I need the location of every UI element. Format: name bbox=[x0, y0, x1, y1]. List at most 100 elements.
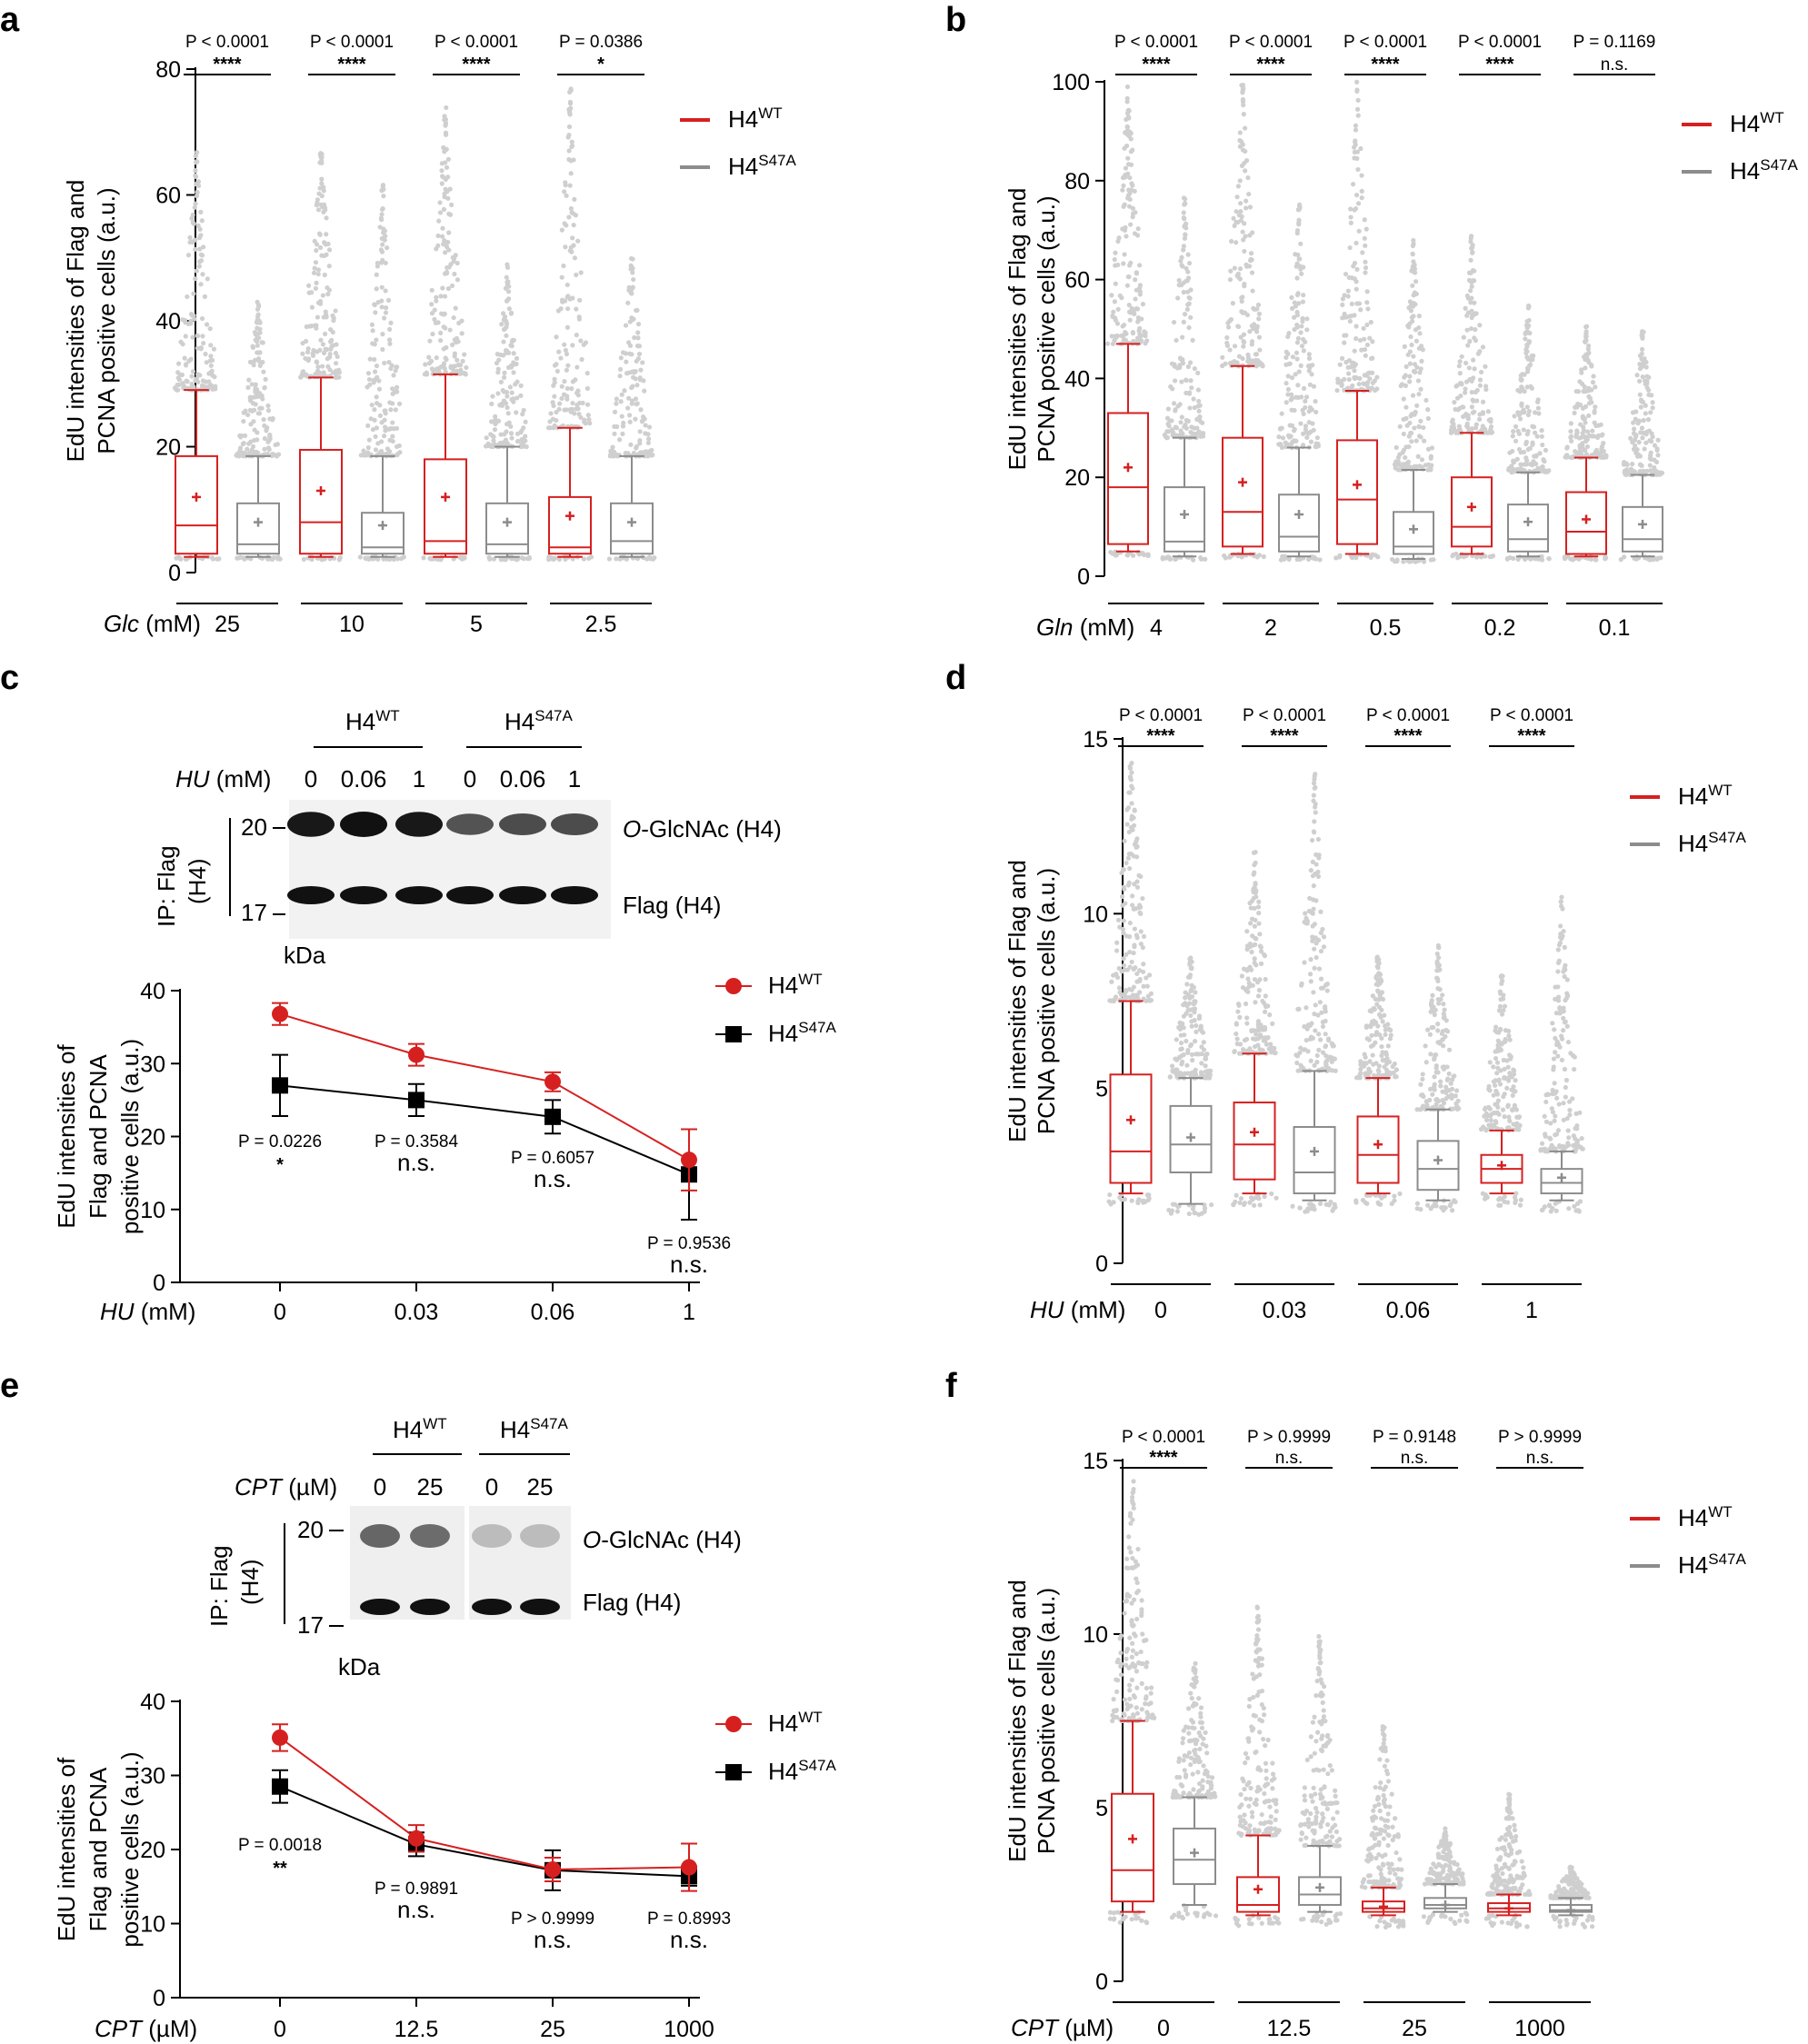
outlier-dot bbox=[634, 444, 639, 450]
outlier-dot bbox=[1318, 930, 1324, 935]
outlier-dot bbox=[1122, 992, 1127, 997]
outlier-dot bbox=[504, 274, 509, 280]
y-tick-label: 5 bbox=[1095, 1077, 1108, 1102]
outlier-dot bbox=[195, 223, 201, 229]
outlier-dot bbox=[366, 437, 372, 443]
outlier-dot bbox=[586, 555, 592, 562]
outlier-dot bbox=[1473, 326, 1478, 333]
outlier-dot bbox=[1480, 1191, 1485, 1196]
outlier-dot bbox=[1295, 1006, 1301, 1012]
outlier-dot bbox=[1318, 948, 1324, 954]
outlier-dot bbox=[1486, 1083, 1492, 1089]
outlier-dot bbox=[180, 317, 185, 323]
outlier-dot bbox=[1124, 1556, 1130, 1561]
outlier-dot bbox=[1331, 1206, 1336, 1211]
outlier-dot bbox=[1535, 405, 1541, 411]
outlier-dot bbox=[397, 450, 403, 455]
outlier-dot bbox=[504, 404, 510, 411]
outlier-dot bbox=[1543, 1119, 1550, 1124]
outlier-dot bbox=[390, 386, 395, 392]
outlier-dot bbox=[260, 396, 265, 402]
outlier-dot bbox=[1491, 1064, 1496, 1070]
outlier-dot bbox=[199, 253, 205, 258]
outlier-dot bbox=[1345, 288, 1351, 294]
outlier-dot bbox=[1240, 984, 1246, 991]
outlier-dot bbox=[334, 342, 339, 347]
outlier-dot bbox=[569, 249, 574, 254]
outlier-dot bbox=[383, 288, 388, 294]
outlier-dot bbox=[319, 557, 325, 563]
outlier-dot bbox=[1464, 313, 1470, 318]
outlier-dot bbox=[1126, 187, 1132, 193]
outlier-dot bbox=[186, 358, 192, 364]
outlier-dot bbox=[1457, 371, 1463, 376]
outlier-dot bbox=[1518, 373, 1523, 378]
outlier-dot bbox=[1508, 1056, 1513, 1062]
outlier-dot bbox=[365, 423, 371, 428]
outlier-dot bbox=[1559, 1036, 1565, 1042]
outlier-dot bbox=[175, 370, 181, 375]
box-iqr bbox=[175, 454, 218, 555]
outlier-dot bbox=[1455, 1098, 1461, 1103]
outlier-dot bbox=[1178, 428, 1184, 434]
outlier-dot bbox=[273, 442, 278, 448]
outlier-dot bbox=[638, 407, 644, 413]
outlier-dot bbox=[1276, 442, 1282, 447]
outlier-dot bbox=[1311, 906, 1316, 912]
outlier-dot bbox=[634, 383, 640, 388]
outlier-dot bbox=[1550, 1109, 1556, 1115]
outlier-dot bbox=[1170, 386, 1175, 392]
outlier-dot bbox=[1313, 871, 1318, 877]
outlier-dot bbox=[277, 556, 283, 562]
outlier-dot bbox=[1511, 458, 1516, 464]
outlier-dot bbox=[511, 399, 516, 404]
outlier-dot bbox=[314, 247, 319, 254]
outlier-dot bbox=[624, 359, 629, 364]
outlier-dot bbox=[1284, 400, 1289, 405]
outlier-dot bbox=[1298, 1068, 1304, 1073]
outlier-dot bbox=[1324, 988, 1330, 993]
outlier-dot bbox=[1433, 1097, 1439, 1102]
outlier-dot bbox=[323, 346, 328, 352]
outlier-dot bbox=[333, 361, 339, 366]
outlier-dot bbox=[508, 364, 514, 370]
outlier-dot bbox=[1138, 873, 1144, 880]
outlier-dot bbox=[1357, 337, 1363, 344]
p-value-label: P < 0.0001 bbox=[1229, 33, 1313, 52]
outlier-dot bbox=[242, 433, 248, 438]
outlier-dot bbox=[1374, 374, 1380, 380]
outlier-dot bbox=[1290, 354, 1295, 360]
outlier-dot bbox=[1248, 251, 1254, 256]
outlier-dot bbox=[1468, 300, 1473, 305]
outlier-dot bbox=[1421, 559, 1427, 564]
outlier-dot bbox=[1232, 1048, 1237, 1054]
outlier-dot bbox=[180, 381, 185, 386]
outlier-dot bbox=[441, 242, 446, 247]
outlier-dot bbox=[1131, 1501, 1136, 1507]
outlier-dot bbox=[1379, 1035, 1384, 1042]
outlier-dot bbox=[1128, 824, 1134, 831]
outlier-dot bbox=[1192, 999, 1197, 1004]
outlier-dot bbox=[1368, 1043, 1374, 1049]
outlier-dot bbox=[1134, 843, 1140, 850]
outlier-dot bbox=[1245, 354, 1252, 361]
outlier-dot bbox=[335, 354, 340, 359]
outlier-dot bbox=[1375, 1023, 1381, 1029]
outlier-dot bbox=[511, 351, 516, 356]
outlier-dot bbox=[559, 274, 564, 280]
outlier-dot bbox=[209, 368, 215, 374]
outlier-dot bbox=[393, 407, 398, 413]
box-iqr bbox=[548, 495, 592, 555]
outlier-dot bbox=[1363, 226, 1369, 232]
outlier-dot bbox=[496, 357, 502, 363]
outlier-dot bbox=[1284, 354, 1289, 360]
p-value-label: P < 0.0001 bbox=[1458, 33, 1542, 52]
outlier-dot bbox=[1234, 1036, 1240, 1042]
outlier-dot bbox=[1241, 112, 1246, 117]
outlier-dot bbox=[1196, 398, 1202, 404]
outlier-dot bbox=[1345, 294, 1351, 299]
outlier-dot bbox=[1487, 1060, 1493, 1065]
outlier-dot bbox=[1639, 362, 1644, 367]
outlier-dot bbox=[1280, 435, 1286, 441]
